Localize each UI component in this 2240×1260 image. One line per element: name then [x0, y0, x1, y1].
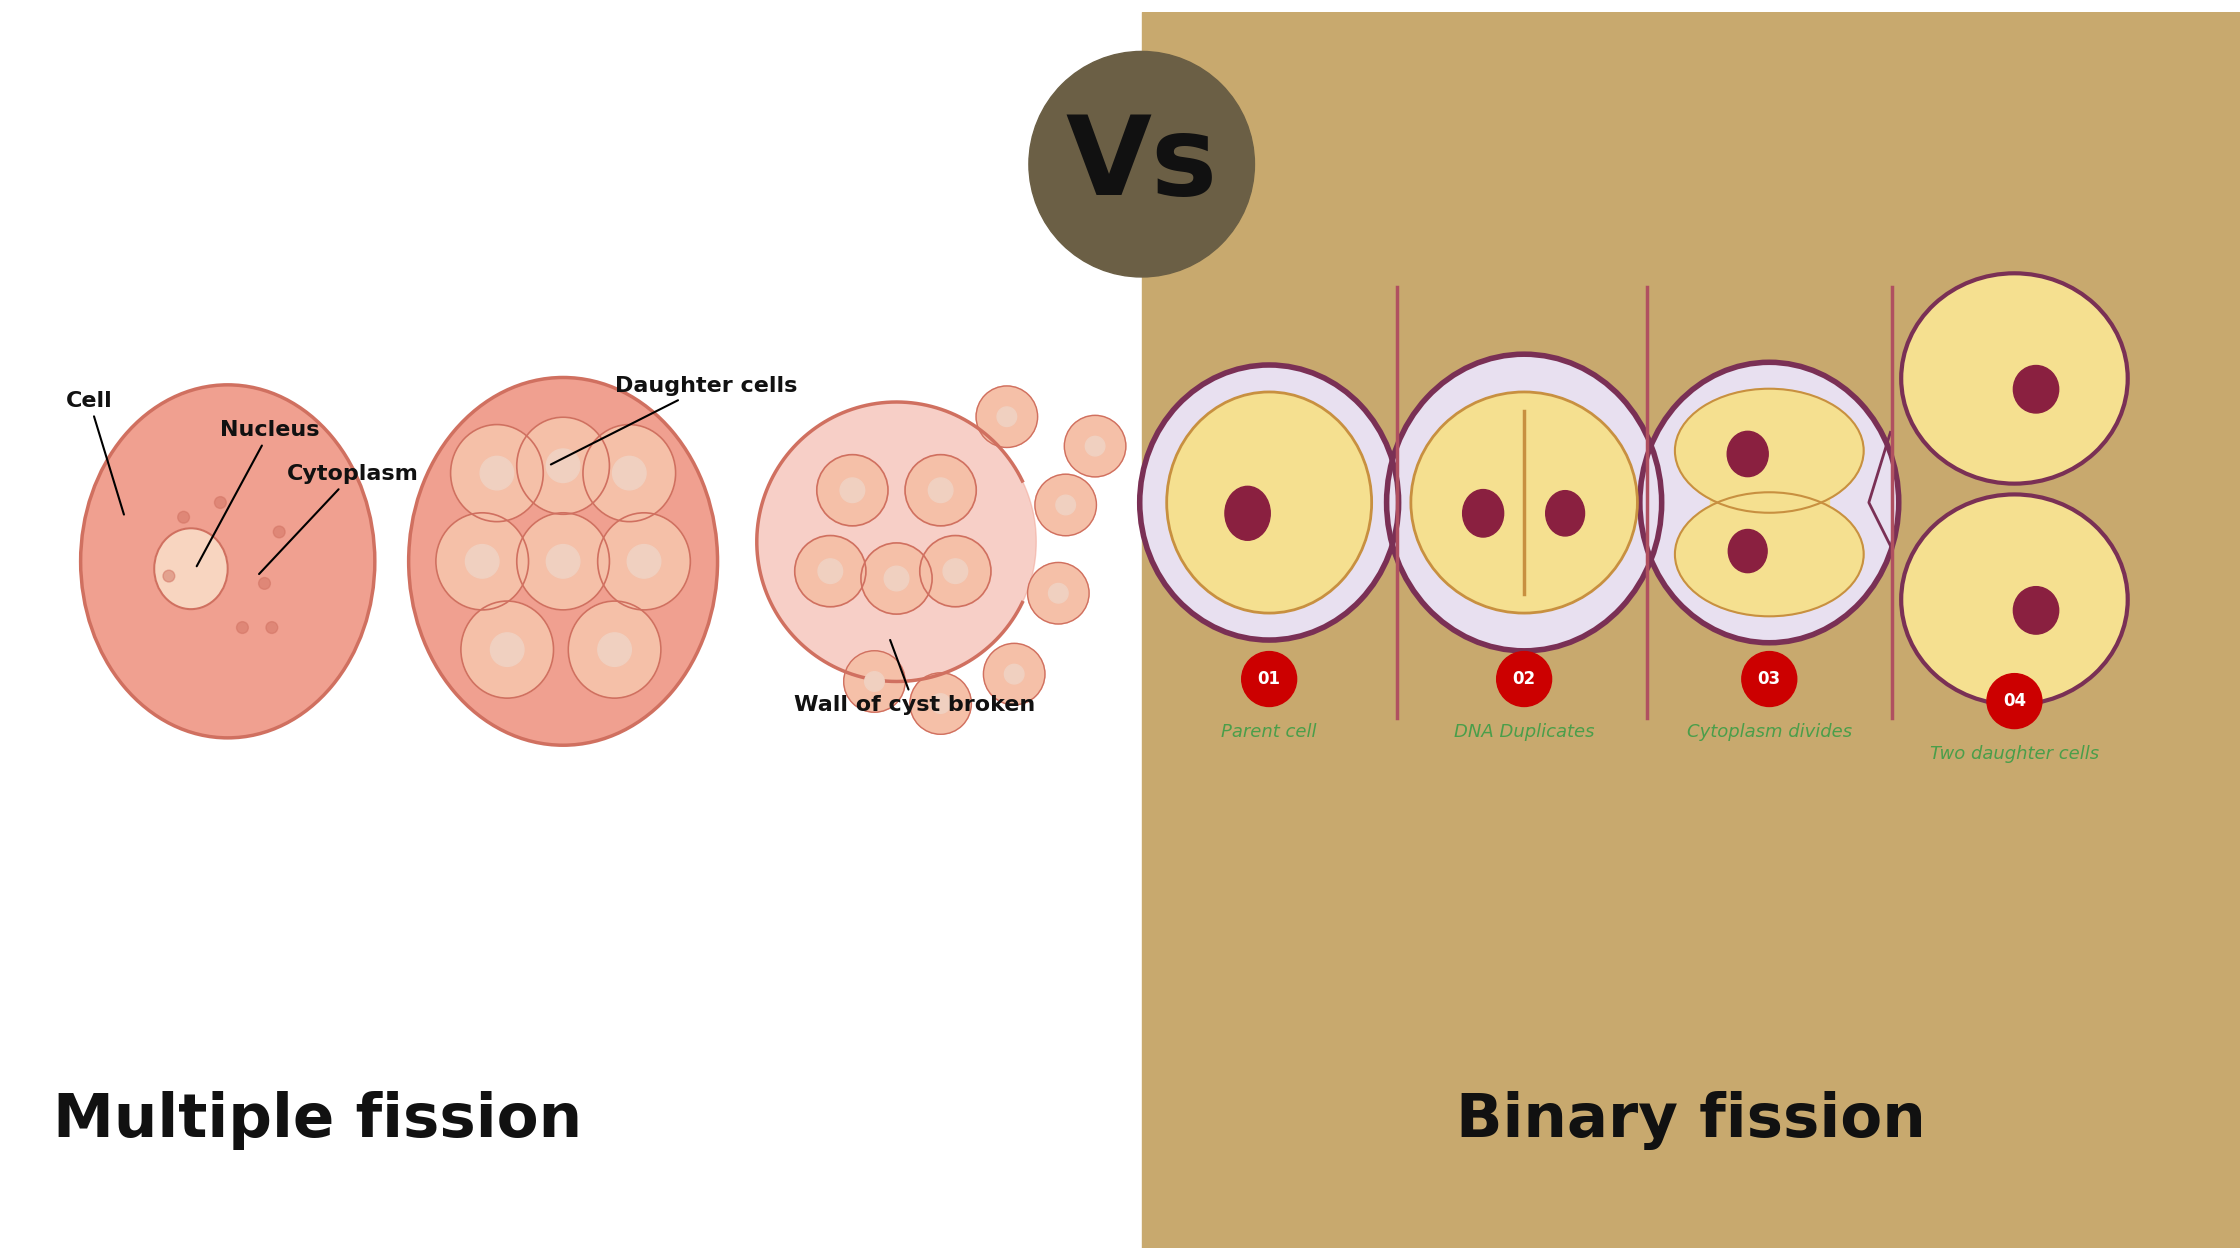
- Circle shape: [479, 456, 513, 490]
- Circle shape: [273, 527, 284, 538]
- Text: Vs: Vs: [1066, 111, 1219, 218]
- Ellipse shape: [517, 417, 609, 514]
- Circle shape: [1048, 583, 1068, 604]
- Ellipse shape: [1902, 273, 2128, 484]
- Ellipse shape: [1140, 365, 1398, 640]
- Ellipse shape: [1676, 389, 1864, 513]
- Ellipse shape: [408, 378, 717, 745]
- Ellipse shape: [1463, 490, 1503, 537]
- Circle shape: [943, 559, 968, 583]
- Text: 02: 02: [1512, 670, 1537, 688]
- Text: Binary fission: Binary fission: [1456, 1091, 1926, 1150]
- Text: Cytoplasm: Cytoplasm: [260, 465, 419, 575]
- Ellipse shape: [844, 650, 905, 712]
- Text: 03: 03: [1758, 670, 1781, 688]
- Circle shape: [1028, 52, 1254, 277]
- Text: 01: 01: [1257, 670, 1281, 688]
- Ellipse shape: [81, 384, 374, 738]
- Circle shape: [1241, 651, 1297, 707]
- Text: Multiple fission: Multiple fission: [54, 1091, 582, 1150]
- Ellipse shape: [1640, 363, 1900, 643]
- Circle shape: [547, 449, 580, 483]
- Ellipse shape: [983, 644, 1044, 704]
- Ellipse shape: [818, 455, 887, 525]
- Ellipse shape: [517, 513, 609, 610]
- Ellipse shape: [437, 513, 529, 610]
- Circle shape: [1743, 651, 1796, 707]
- Ellipse shape: [569, 601, 661, 698]
- Ellipse shape: [1729, 529, 1767, 572]
- Circle shape: [1987, 674, 2043, 728]
- Circle shape: [237, 621, 249, 634]
- Ellipse shape: [598, 513, 690, 610]
- Circle shape: [267, 621, 278, 634]
- Ellipse shape: [860, 543, 932, 614]
- Ellipse shape: [977, 386, 1037, 447]
- Circle shape: [215, 496, 226, 508]
- Ellipse shape: [1676, 493, 1864, 616]
- Text: Nucleus: Nucleus: [197, 421, 320, 566]
- Circle shape: [1086, 436, 1104, 456]
- Text: Wall of cyst broken: Wall of cyst broken: [793, 640, 1035, 714]
- Ellipse shape: [1064, 416, 1127, 476]
- Circle shape: [598, 633, 632, 667]
- Polygon shape: [757, 402, 1037, 682]
- Ellipse shape: [582, 425, 676, 522]
- Ellipse shape: [1546, 490, 1584, 536]
- Circle shape: [1055, 495, 1075, 515]
- Bar: [43, 13, 1142, 1247]
- Ellipse shape: [1028, 562, 1089, 624]
- Circle shape: [997, 407, 1017, 426]
- Ellipse shape: [1902, 494, 2128, 704]
- Ellipse shape: [795, 536, 867, 607]
- Ellipse shape: [1411, 392, 1637, 614]
- Circle shape: [612, 456, 645, 490]
- Ellipse shape: [461, 601, 553, 698]
- Text: DNA Duplicates: DNA Duplicates: [1454, 723, 1595, 741]
- Circle shape: [547, 544, 580, 578]
- Circle shape: [258, 577, 271, 590]
- Text: Daughter cells: Daughter cells: [551, 377, 797, 465]
- Ellipse shape: [1035, 474, 1095, 536]
- Circle shape: [818, 559, 842, 583]
- Text: 04: 04: [2003, 692, 2025, 711]
- Circle shape: [627, 544, 661, 578]
- Circle shape: [177, 512, 190, 523]
- Ellipse shape: [1225, 486, 1270, 541]
- Ellipse shape: [1387, 354, 1662, 651]
- Circle shape: [1004, 664, 1024, 684]
- Circle shape: [1496, 651, 1552, 707]
- Circle shape: [491, 633, 524, 667]
- Ellipse shape: [155, 528, 228, 609]
- Ellipse shape: [905, 455, 977, 525]
- Circle shape: [927, 478, 952, 503]
- Bar: [1709, 479, 1828, 527]
- Ellipse shape: [2014, 365, 2059, 413]
- Ellipse shape: [1167, 392, 1371, 614]
- Circle shape: [840, 478, 865, 503]
- Text: Parent cell: Parent cell: [1221, 723, 1317, 741]
- Bar: [1142, 13, 2240, 1247]
- Circle shape: [885, 566, 909, 591]
- Ellipse shape: [450, 425, 544, 522]
- Ellipse shape: [909, 673, 972, 735]
- Text: Cell: Cell: [65, 391, 123, 514]
- Ellipse shape: [2014, 587, 2059, 634]
- Circle shape: [466, 544, 500, 578]
- Circle shape: [164, 571, 175, 582]
- Text: Cytoplasm divides: Cytoplasm divides: [1687, 723, 1852, 741]
- Ellipse shape: [1727, 431, 1767, 476]
- Ellipse shape: [921, 536, 990, 607]
- Circle shape: [932, 694, 950, 713]
- Circle shape: [865, 672, 885, 692]
- Text: Two daughter cells: Two daughter cells: [1931, 745, 2099, 764]
